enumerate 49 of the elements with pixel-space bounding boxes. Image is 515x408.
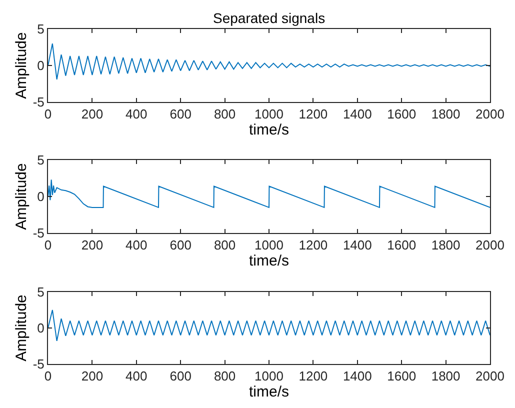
- x-tick-label: 1800: [431, 368, 460, 384]
- x-tick-label: 1400: [342, 368, 372, 384]
- x-tick-label: 600: [170, 368, 192, 384]
- x-tick-label: 1800: [431, 106, 460, 122]
- x-tick-label: 200: [81, 368, 104, 384]
- x-tick-label: 200: [81, 238, 104, 253]
- line-series: [48, 179, 490, 208]
- x-tick-label: 1800: [431, 238, 460, 253]
- x-tick-label: 400: [126, 238, 148, 253]
- x-tick-label: 400: [126, 106, 148, 122]
- y-tick-label: 0: [37, 189, 44, 204]
- y-tick-label: 0: [37, 320, 44, 336]
- x-tick-label: 1000: [254, 368, 284, 384]
- y-tick-label: 0: [37, 58, 44, 74]
- x-tick-label: 2000: [476, 238, 504, 253]
- x-tick-label: 400: [126, 368, 148, 384]
- y-axis-title: Amplitude: [13, 32, 30, 99]
- line-series: [48, 43, 490, 80]
- x-tick-label: 1200: [298, 106, 328, 122]
- y-tick-label: 5: [37, 152, 44, 168]
- x-tick-label: 800: [214, 368, 236, 384]
- x-tick-label: 1600: [387, 106, 416, 122]
- x-tick-label: 800: [214, 238, 236, 253]
- x-tick-label: 1000: [254, 106, 284, 122]
- x-tick-label: 1200: [298, 238, 328, 253]
- y-tick-label: -5: [32, 226, 44, 241]
- x-tick-label: 200: [81, 106, 104, 122]
- x-tick-label: 1600: [387, 238, 416, 253]
- x-tick-label: 2000: [476, 368, 504, 384]
- y-tick-label: 5: [37, 22, 44, 37]
- x-tick-label: 1200: [298, 368, 328, 384]
- x-tick-label: 1400: [342, 238, 372, 253]
- x-tick-label: 600: [170, 106, 192, 122]
- x-tick-label: 800: [214, 106, 236, 122]
- x-tick-label: 1000: [254, 238, 284, 253]
- x-tick-label: 1400: [342, 106, 372, 122]
- x-axis-title: time/s: [248, 252, 290, 270]
- line-series: [48, 309, 490, 342]
- y-tick-label: -5: [32, 356, 44, 372]
- x-tick-label: 2000: [476, 106, 504, 122]
- x-tick-label: 600: [170, 238, 192, 253]
- y-axis-title: Amplitude: [13, 294, 30, 362]
- y-tick-label: 5: [37, 284, 44, 300]
- chart-title: Separated signals: [213, 10, 326, 26]
- y-tick-label: -5: [32, 94, 44, 110]
- x-axis-title: time/s: [248, 384, 290, 401]
- y-axis-title: Amplitude: [13, 163, 30, 230]
- x-axis-title: time/s: [248, 122, 290, 139]
- x-tick-label: 1600: [387, 368, 416, 384]
